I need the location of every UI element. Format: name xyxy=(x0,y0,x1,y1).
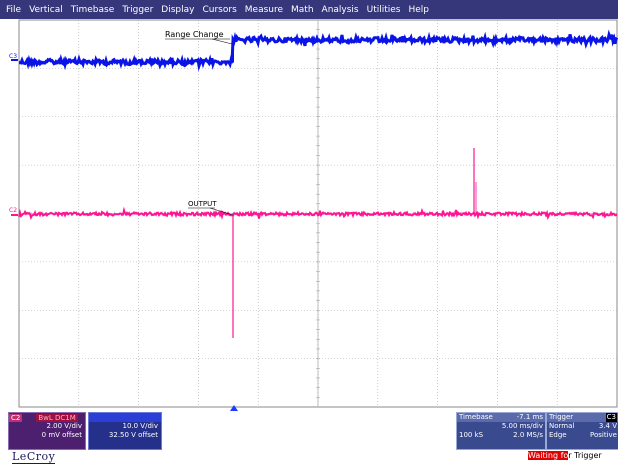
menu-timebase[interactable]: Timebase xyxy=(70,4,115,15)
timebase-descriptor[interactable]: Timebase -7.1 ms 5.00 ms/div 100 kS 2.0 MS… xyxy=(456,412,546,450)
waveform-display[interactable]: C3 C2 Range Change OUTPUT xyxy=(0,0,618,412)
trigger-descriptor[interactable]: Trigger C3 Normal 3.4 V Edge Positive xyxy=(546,412,618,450)
trigger-position-marker[interactable] xyxy=(230,405,238,411)
c2-marker[interactable]: C2 xyxy=(9,207,17,214)
c3-trace xyxy=(18,29,618,72)
menu-cursors[interactable]: Cursors xyxy=(202,4,237,15)
menu-display[interactable]: Display xyxy=(161,4,195,15)
menu-bar: File Vertical Timebase Trigger Display C… xyxy=(0,0,618,19)
c2-vdiv: 2.00 V/div xyxy=(46,422,83,430)
timebase-title: Timebase xyxy=(459,413,493,421)
trigger-level: 3.4 V xyxy=(598,422,617,430)
acquisition-status: Waiting for Trigger xyxy=(528,451,602,460)
c2-waveform xyxy=(18,206,618,221)
trigger-title: Trigger xyxy=(549,413,574,421)
c2-marker-tick xyxy=(11,214,18,216)
c3-label-pointer xyxy=(211,38,233,45)
c2-offset: 0 mV offset xyxy=(41,431,82,439)
menu-utilities[interactable]: Utilities xyxy=(366,4,401,15)
menu-trigger[interactable]: Trigger xyxy=(122,4,154,15)
trigger-slope: Positive xyxy=(590,431,617,439)
c2-label-pointer xyxy=(209,207,234,216)
c3-vdiv: 10.0 V/div xyxy=(122,422,159,430)
menu-math[interactable]: Math xyxy=(291,4,314,15)
timebase-delay: -7.1 ms xyxy=(516,413,543,421)
c2-name: C2 xyxy=(9,413,23,422)
timebase-samples: 100 kS xyxy=(459,431,484,439)
c2-channel-descriptor[interactable]: C2 BwL DC1M 2.00 V/div 0 mV offset xyxy=(8,412,86,450)
trigger-channel: C3 xyxy=(605,413,617,422)
c3-offset: 32.50 V offset xyxy=(108,431,158,439)
c2-label: OUTPUT xyxy=(188,200,217,208)
menu-vertical[interactable]: Vertical xyxy=(29,4,63,15)
c2-bw-coupling: BwL DC1M xyxy=(36,413,78,422)
menu-file[interactable]: File xyxy=(6,4,22,15)
c3-marker-tick xyxy=(11,59,18,61)
lecroy-logo: LeCroy xyxy=(12,450,56,464)
status-rest: r Trigger xyxy=(568,451,602,460)
trigger-type: Edge xyxy=(549,431,567,439)
c2-trace xyxy=(18,148,618,338)
c3-label: Range Change xyxy=(165,30,224,39)
menu-help[interactable]: Help xyxy=(408,4,430,15)
c3-channel-descriptor[interactable]: 10.0 V/div 32.50 V offset xyxy=(88,412,162,450)
menu-measure[interactable]: Measure xyxy=(244,4,284,15)
status-highlight: Waiting fo xyxy=(528,451,569,460)
timebase-rate: 2.0 MS/s xyxy=(513,431,543,439)
menu-analysis[interactable]: Analysis xyxy=(321,4,359,15)
c3-waveform xyxy=(18,29,618,72)
c3-marker[interactable]: C3 xyxy=(9,53,17,60)
timebase-tdiv: 5.00 ms/div xyxy=(501,422,543,430)
trigger-mode: Normal xyxy=(549,422,575,430)
